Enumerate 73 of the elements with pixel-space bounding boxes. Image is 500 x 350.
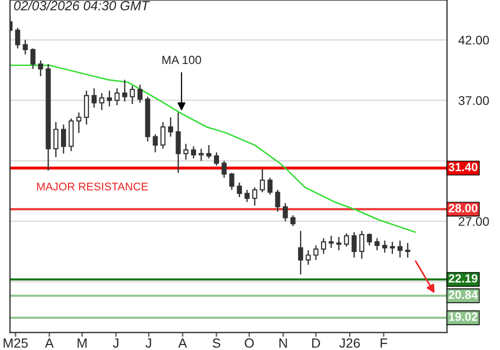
annotation: 02/03/2026 04:30 GMT [14,0,150,10]
candlestick [405,242,410,258]
candlestick [183,143,188,160]
candlestick [336,236,342,251]
candlestick [313,244,318,261]
candlestick [366,232,372,246]
x-tick-label: N [279,338,287,348]
x-tick-label: J26 [339,338,360,348]
x-tick-label: M25 [4,338,28,348]
y-tick-label: 42.00 [458,36,489,45]
candlestick [198,148,204,162]
y-tick-label: 27.00 [458,217,489,226]
candlestick [306,250,311,266]
candlestick [229,172,234,190]
candlestick [398,240,403,258]
candlestick [130,85,135,105]
x-tick-label: D [312,338,320,348]
candlestick [106,90,112,108]
candlestick [252,186,258,206]
candlestick [53,121,58,158]
ref-line-label: 19.02 [449,312,478,321]
x-tick-label: S [212,338,220,348]
candlestick [38,60,44,77]
candlestick [374,238,380,251]
y-tick-label: 37.00 [458,96,489,106]
candlestick [76,112,82,134]
x-tick-label: J [112,338,118,348]
candlestick [176,112,181,174]
x-tick-label: F [380,338,388,348]
candlestick [359,230,364,260]
candlestick [137,84,143,104]
candlestick [344,232,350,248]
annotation: MAJOR RESISTANCE [37,182,148,190]
annotation: MA 100 [162,56,202,64]
candlestick [390,241,395,255]
candlestick [99,92,104,111]
candlestick [282,202,288,222]
candlestick [15,27,20,49]
candlestick [236,182,242,198]
candlestick [92,88,97,108]
candlestick [382,240,388,254]
x-tick-label: M [78,338,87,348]
candlestick [275,189,280,212]
candlestick [214,152,220,166]
candlestick [328,235,334,248]
ref-line-label: 22.19 [448,274,478,283]
candlestick [114,88,120,106]
candlestick [206,144,212,160]
candlestick [168,116,174,138]
candlestick [321,238,326,255]
candlestick [22,39,28,56]
x-tick-label: A [178,338,187,348]
candlestick [267,177,273,196]
candlestick [222,160,227,178]
candlestick [122,79,128,102]
ref-line-label: 31.40 [448,162,478,172]
ref-line-label: 20.84 [448,290,478,299]
x-tick-label: J [146,338,152,348]
x-tick-label: A [44,338,54,348]
candlestick [352,232,357,258]
candlestick [61,124,66,154]
candlestick [260,168,265,193]
candlestick [30,48,36,70]
line-series [10,64,416,233]
candlestick [298,230,304,276]
candlestick [244,189,250,203]
candlestick [290,214,296,227]
x-tick-label: O [244,338,254,348]
candlestick [191,146,196,160]
candlestick [84,90,89,126]
ref-line-label: 28.00 [448,204,478,212]
candlestick [160,121,166,150]
candlestick [152,134,158,153]
